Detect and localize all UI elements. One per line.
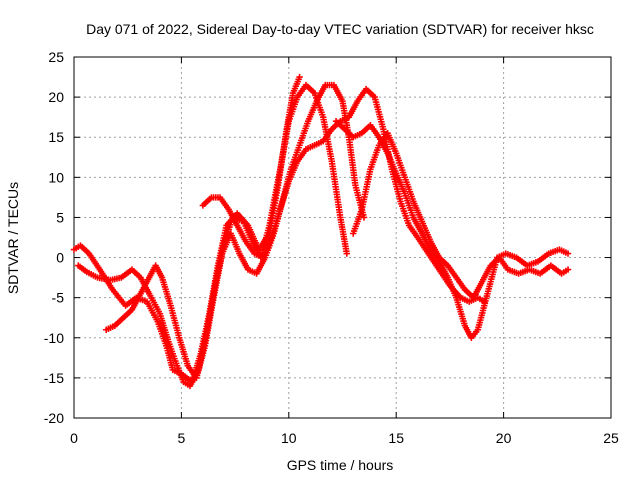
y-tick-label: -10 — [44, 330, 64, 346]
y-tick-label: 5 — [56, 209, 64, 225]
y-axis-label: SDTVAR / TECUs — [5, 182, 21, 294]
series-track-e — [332, 117, 572, 341]
data-point — [296, 73, 303, 81]
series-track-f — [350, 130, 572, 301]
x-axis-label: GPS time / hours — [287, 457, 394, 473]
x-tick-label: 20 — [496, 430, 512, 446]
data-point — [564, 250, 572, 257]
plot-frame — [73, 56, 612, 419]
y-tick-label: -20 — [44, 410, 64, 426]
x-tick-label: 5 — [178, 430, 186, 446]
chart-title: Day 071 of 2022, Sidereal Day-to-day VTE… — [86, 21, 594, 37]
y-tick-label: 0 — [56, 250, 64, 266]
x-tick-label: 10 — [281, 430, 297, 446]
axis-ticks: 0 5 10 15 20 25 -20 -15 -10 -5 0 5 10 15 20 25 — [44, 49, 619, 446]
data-point — [343, 250, 350, 257]
y-tick-label: -15 — [44, 370, 64, 386]
data-point — [564, 266, 572, 273]
y-tick-label: -5 — [52, 290, 65, 306]
y-tick-label: 15 — [48, 129, 64, 145]
data-point — [360, 214, 368, 221]
series-track-b — [75, 81, 350, 390]
y-tick-label: 20 — [48, 89, 64, 105]
y-tick-label: 25 — [48, 49, 64, 65]
x-tick-label: 15 — [388, 430, 404, 446]
data-marks — [70, 73, 572, 390]
x-tick-label: 0 — [70, 430, 78, 446]
x-tick-label: 25 — [603, 430, 619, 446]
y-tick-label: 10 — [48, 169, 64, 185]
